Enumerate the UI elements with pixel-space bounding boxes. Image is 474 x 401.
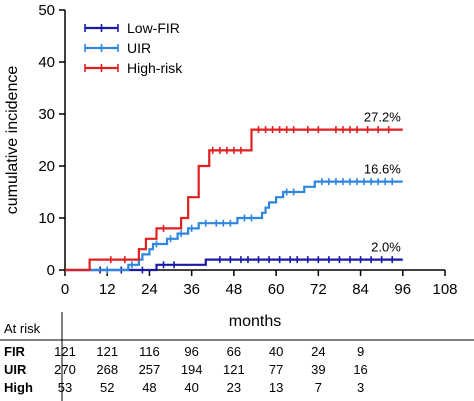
at-risk-cell: 194 <box>181 362 203 377</box>
y-tick-label: 10 <box>38 210 55 227</box>
end-value-label: 27.2% <box>364 110 401 125</box>
at-risk-row-label: High <box>4 380 33 395</box>
legend-label: UIR <box>127 40 151 56</box>
x-tick-label: 84 <box>352 281 369 298</box>
x-tick-label: 60 <box>268 281 285 298</box>
at-risk-cell: 257 <box>139 362 161 377</box>
at-risk-cell: 96 <box>184 344 198 359</box>
km-step-line <box>65 258 403 272</box>
legend: Low-FIR UIR High-risk <box>84 20 183 76</box>
km-step-line <box>65 128 403 272</box>
at-risk-cell: 121 <box>54 344 76 359</box>
x-tick-label: 12 <box>99 281 116 298</box>
series-uir: 16.6% <box>65 162 403 274</box>
y-axis-title: cumulative incidence <box>4 66 21 215</box>
x-tick-label: 96 <box>394 281 411 298</box>
y-tick-label: 0 <box>47 262 55 279</box>
x-tick-label: 24 <box>141 281 158 298</box>
x-tick-label: 36 <box>183 281 200 298</box>
y-tick-label: 40 <box>38 54 55 71</box>
at-risk-row-label: UIR <box>4 362 27 377</box>
legend-label: Low-FIR <box>127 20 180 36</box>
legend-label: High-risk <box>127 60 183 76</box>
at-risk-cell: 40 <box>184 380 198 395</box>
at-risk-title: At risk <box>4 321 41 336</box>
at-risk-row-label: FIR <box>4 344 26 359</box>
at-risk-cell: 77 <box>269 362 283 377</box>
at-risk-cell: 121 <box>96 344 118 359</box>
at-risk-cell: 16 <box>353 362 367 377</box>
at-risk-cell: 13 <box>269 380 283 395</box>
series-low-fir: 2.0% <box>65 240 403 274</box>
at-risk-cell: 66 <box>227 344 241 359</box>
at-risk-cell: 52 <box>100 380 114 395</box>
at-risk-cell: 39 <box>311 362 325 377</box>
at-risk-cell: 9 <box>357 344 364 359</box>
end-value-label: 16.6% <box>364 162 401 177</box>
km-step-line <box>65 180 403 272</box>
at-risk-cell: 24 <box>311 344 325 359</box>
at-risk-cell: 3 <box>357 380 364 395</box>
at-risk-cell: 121 <box>223 362 245 377</box>
x-axis-title: months <box>229 313 281 330</box>
series-layer: 2.0% 16.6% 27.2% <box>65 110 403 274</box>
series-high-risk: 27.2% <box>65 110 403 272</box>
y-tick-label: 50 <box>38 2 55 19</box>
at-risk-table: At risk FIR 121 121 116 96 66 40 24 9 UIR 270 268 257… <box>0 312 474 401</box>
at-risk-cell: 48 <box>142 380 156 395</box>
x-tick-label: 48 <box>226 281 243 298</box>
at-risk-cell: 270 <box>54 362 76 377</box>
at-risk-cell: 7 <box>315 380 322 395</box>
at-risk-cell: 116 <box>139 344 160 359</box>
at-risk-cell: 23 <box>227 380 241 395</box>
at-risk-cell: 40 <box>269 344 283 359</box>
axes: 0 10 20 30 40 50 0 12 24 36 48 60 72 84 96 108 months cum… <box>4 2 458 330</box>
x-tick-label: 72 <box>310 281 327 298</box>
x-tick-label: 0 <box>61 281 69 298</box>
y-tick-label: 30 <box>38 106 55 123</box>
x-tick-label: 108 <box>432 281 457 298</box>
at-risk-cell: 268 <box>96 362 118 377</box>
at-risk-cell: 53 <box>58 380 72 395</box>
y-tick-label: 20 <box>38 158 55 175</box>
end-value-label: 2.0% <box>371 240 401 255</box>
